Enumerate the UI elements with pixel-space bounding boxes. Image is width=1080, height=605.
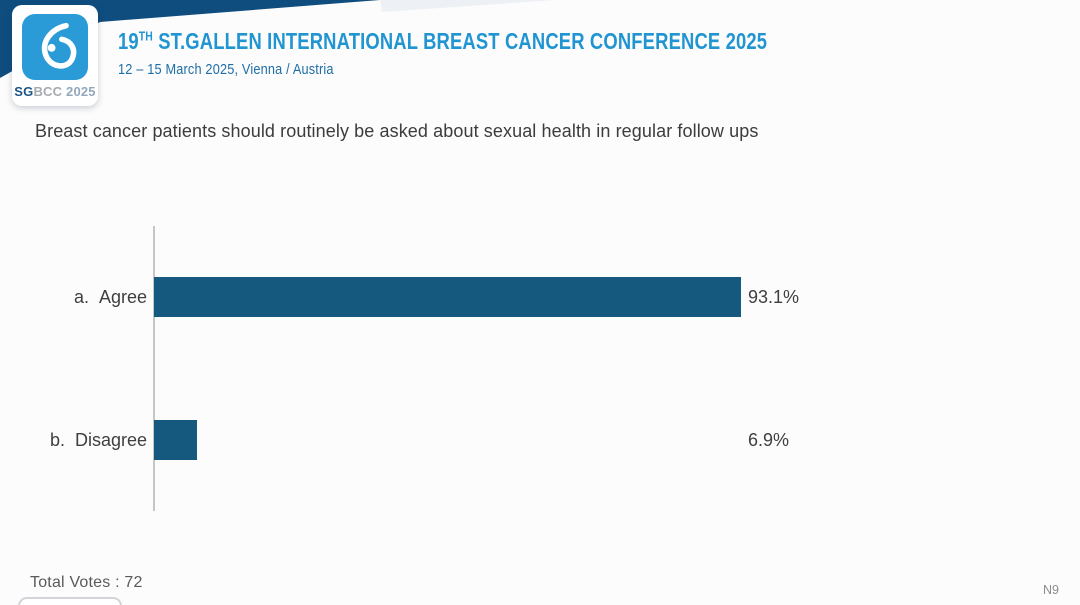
bar-disagree [154,420,198,460]
option-letter-b: b. [49,429,65,450]
conference-title-text: ST.GALLEN INTERNATIONAL BREAST CANCER CO… [152,28,768,54]
bar-value-disagree: 6.9% [748,429,790,450]
logo-caption-sg: SG [14,84,34,99]
option-letter-a: a. [73,286,89,307]
bar-row-disagree: b. Disagree 6.9% [0,420,789,460]
conference-subtitle: 12 – 15 March 2025, Vienna / Austria [118,61,334,78]
bar-value-agree: 93.1% [748,286,800,307]
logo-caption: SGBCC 2025 [14,84,96,99]
bar-track-agree [154,277,741,317]
logo-square [22,14,88,80]
conference-title-number: 19 [118,28,139,54]
bar-agree [154,277,741,317]
bar-row-agree: a. Agree 93.1% [0,277,799,317]
conference-title: 19TH ST.GALLEN INTERNATIONAL BREAST CANC… [118,28,767,55]
logo-caption-bcc: BCC [33,84,63,99]
bar-label-disagree: b. Disagree [0,430,147,451]
option-text-agree: Agree [98,286,147,307]
poll-question: Breast cancer patients should routinely … [35,121,759,141]
header-title-block: 19TH ST.GALLEN INTERNATIONAL BREAST CANC… [118,28,929,78]
bar-label-agree: a. Agree [0,287,147,308]
total-votes-label: Total Votes : 72 [30,574,143,591]
chart-axis-line [153,226,155,511]
bottom-partial-button[interactable] [18,597,122,605]
conference-title-ordinal: TH [138,28,153,44]
option-text-disagree: Disagree [74,429,147,450]
bar-track-disagree [154,420,198,460]
sgbcc-logo: SGBCC 2025 [12,5,98,106]
breast-drop-icon [41,22,77,69]
slide-code: N9 [1043,583,1059,597]
logo-caption-year: 2025 [62,84,96,99]
